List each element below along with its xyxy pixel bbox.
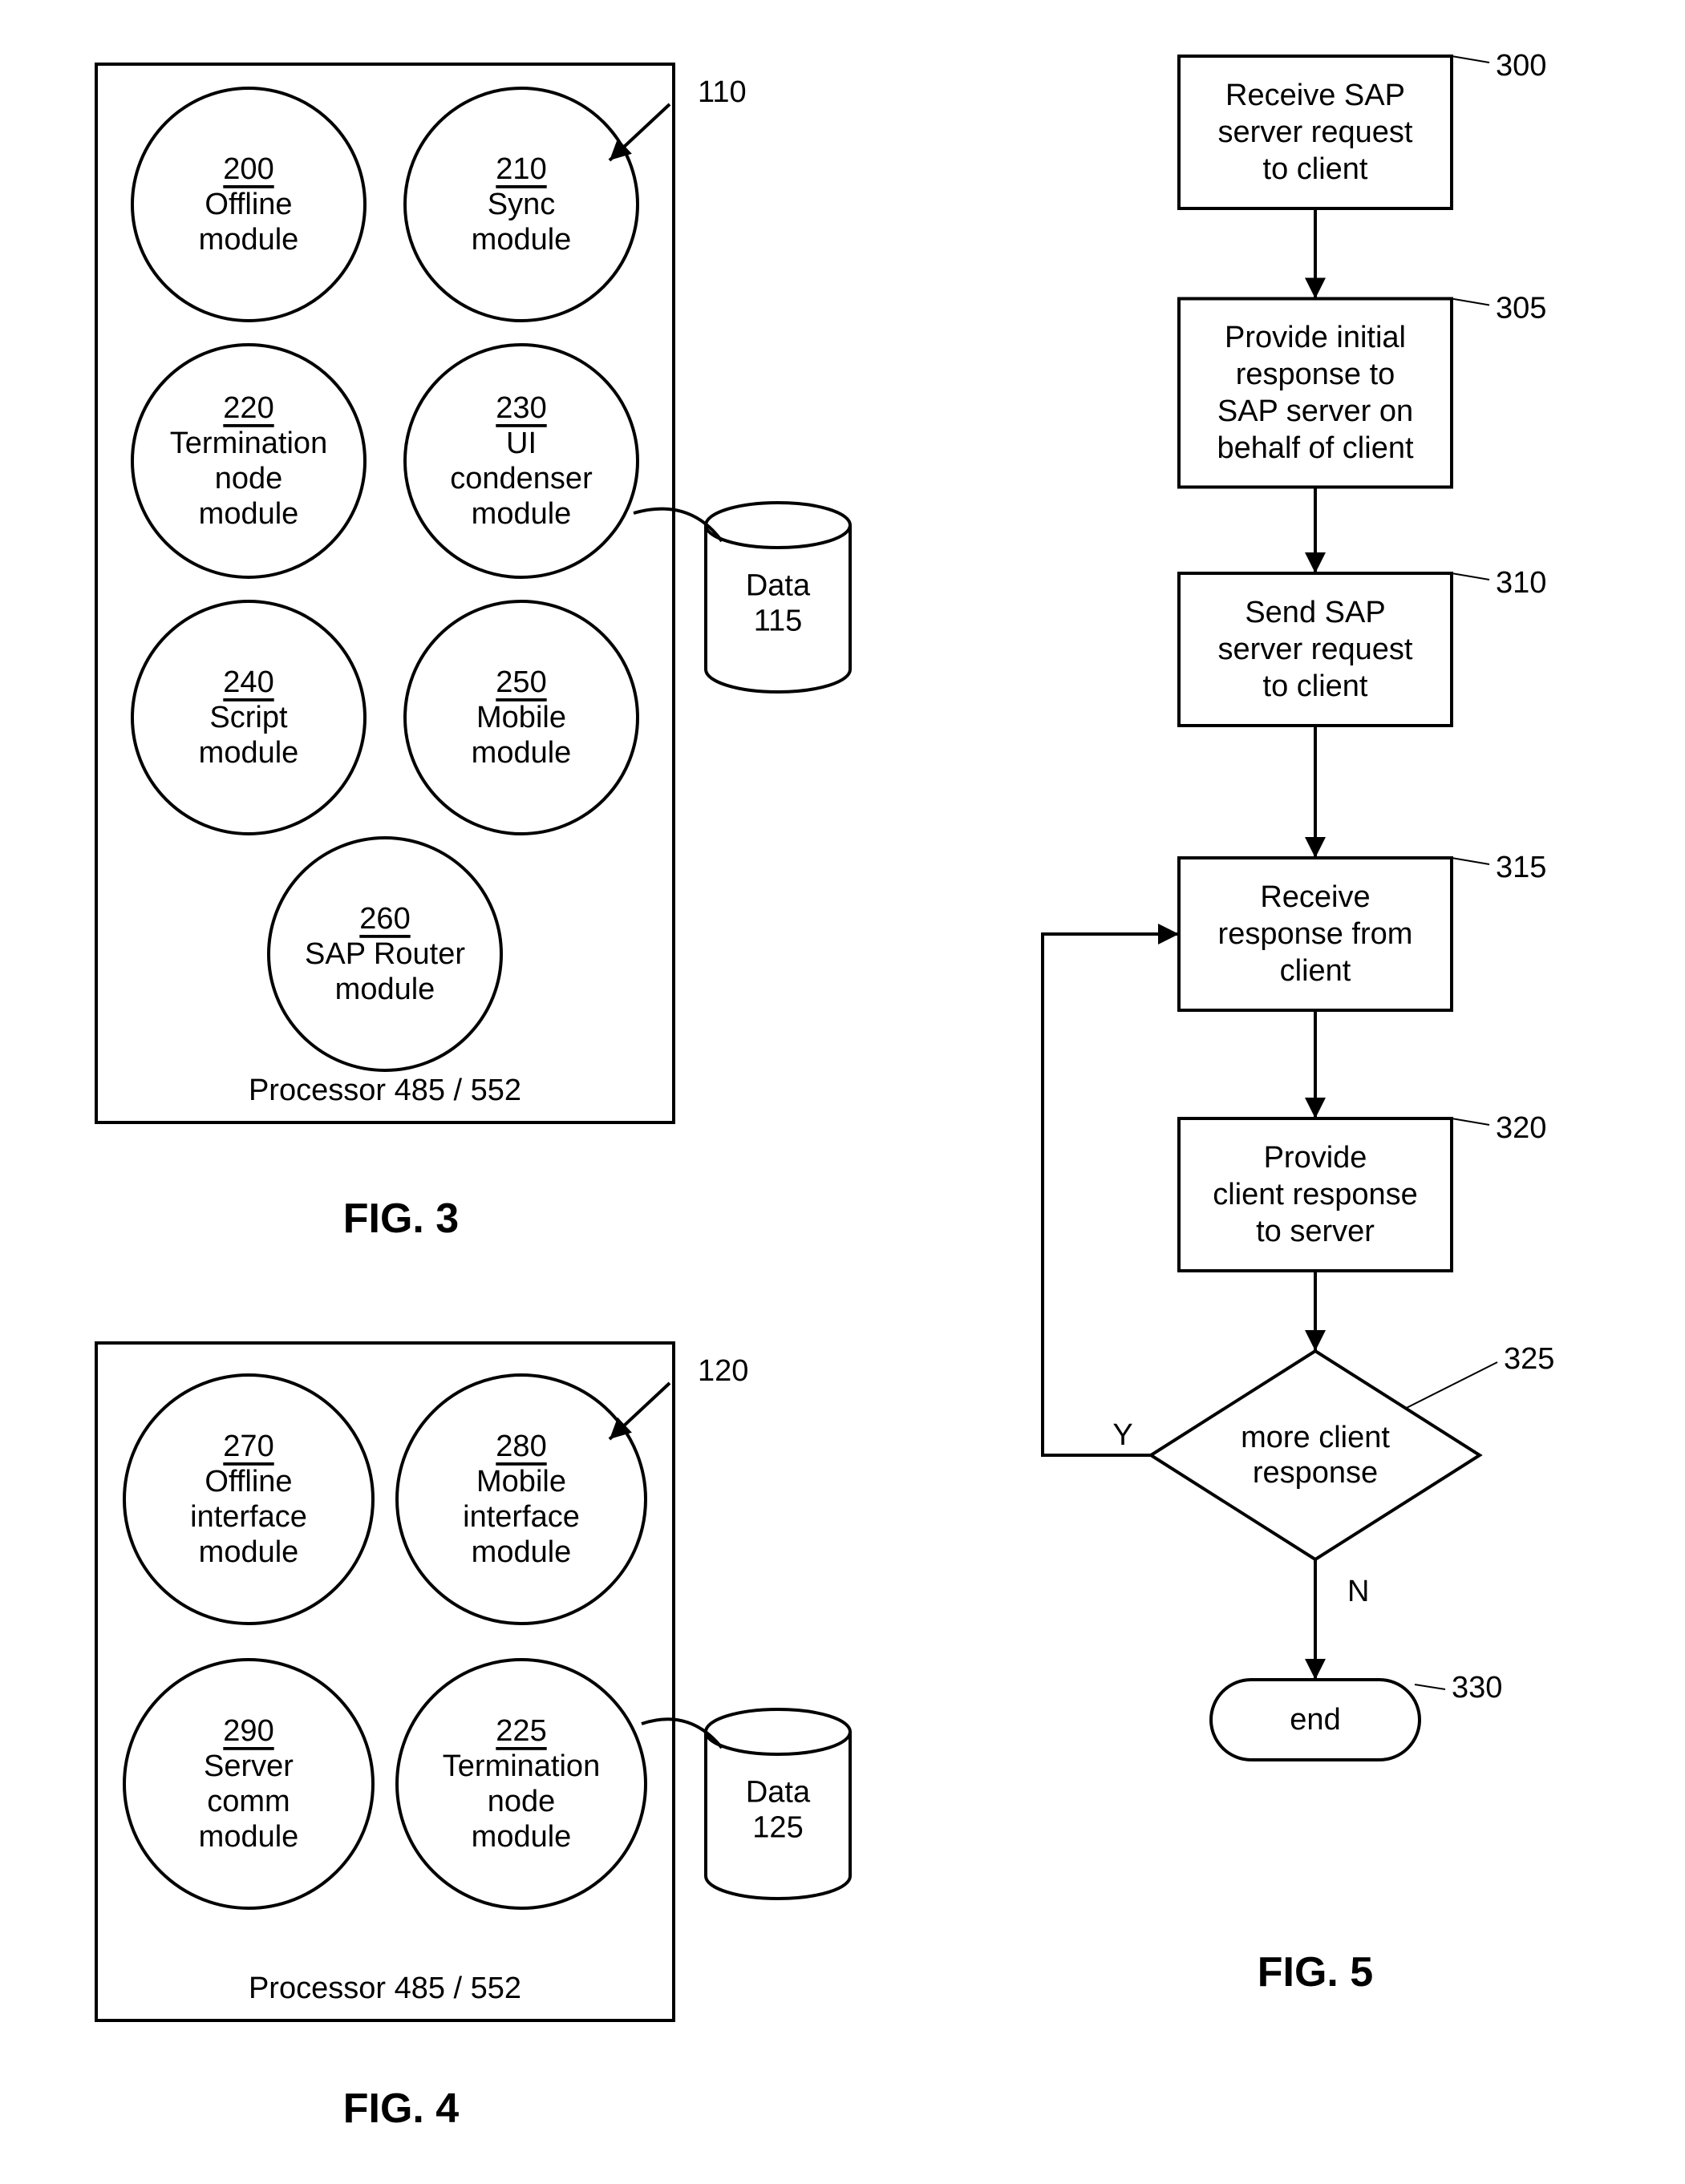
- svg-text:Mobile: Mobile: [476, 1465, 566, 1498]
- svg-text:module: module: [335, 973, 435, 1006]
- svg-text:220: 220: [223, 391, 273, 425]
- svg-text:240: 240: [223, 665, 273, 699]
- svg-text:client: client: [1280, 954, 1351, 988]
- svg-text:comm: comm: [207, 1785, 290, 1818]
- svg-text:200: 200: [223, 152, 273, 186]
- svg-text:Termination: Termination: [443, 1749, 600, 1783]
- svg-text:300: 300: [1496, 49, 1546, 83]
- svg-text:115: 115: [754, 605, 803, 638]
- svg-text:client response: client response: [1213, 1178, 1418, 1211]
- svg-text:Processor 485 / 552: Processor 485 / 552: [249, 1074, 521, 1107]
- svg-text:Processor 485 / 552: Processor 485 / 552: [249, 1972, 521, 2005]
- svg-text:Y: Y: [1112, 1418, 1132, 1452]
- svg-text:condenser: condenser: [450, 462, 593, 495]
- svg-text:Server: Server: [204, 1749, 294, 1783]
- svg-text:module: module: [472, 1820, 572, 1854]
- svg-text:110: 110: [698, 75, 747, 109]
- svg-text:250: 250: [496, 665, 546, 699]
- svg-text:behalf of client: behalf of client: [1217, 431, 1413, 465]
- svg-text:to server: to server: [1256, 1215, 1375, 1248]
- svg-text:Offline: Offline: [205, 188, 292, 221]
- svg-text:305: 305: [1496, 292, 1546, 326]
- svg-text:module: module: [199, 736, 299, 770]
- svg-text:260: 260: [359, 902, 410, 936]
- svg-text:node: node: [488, 1785, 556, 1818]
- svg-text:module: module: [472, 736, 572, 770]
- svg-text:Receive: Receive: [1260, 880, 1370, 914]
- svg-text:315: 315: [1496, 851, 1546, 884]
- svg-text:UI: UI: [506, 427, 537, 460]
- svg-text:280: 280: [496, 1430, 546, 1463]
- svg-text:module: module: [199, 1820, 299, 1854]
- svg-text:Send SAP: Send SAP: [1245, 596, 1385, 629]
- svg-text:270: 270: [223, 1430, 273, 1463]
- svg-text:response: response: [1253, 1456, 1378, 1490]
- svg-text:end: end: [1290, 1703, 1340, 1737]
- svg-text:320: 320: [1496, 1111, 1546, 1145]
- svg-text:interface: interface: [463, 1500, 580, 1534]
- svg-text:module: module: [199, 1535, 299, 1569]
- svg-text:interface: interface: [190, 1500, 307, 1534]
- module-circle: [132, 345, 365, 577]
- svg-text:module: module: [472, 497, 572, 531]
- svg-text:N: N: [1347, 1575, 1369, 1608]
- svg-text:Mobile: Mobile: [476, 701, 566, 734]
- svg-text:module: module: [199, 497, 299, 531]
- module-circle: [124, 1375, 373, 1624]
- svg-text:module: module: [199, 223, 299, 257]
- module-circle: [397, 1375, 646, 1624]
- flow-decision: [1151, 1351, 1480, 1559]
- svg-text:FIG. 3: FIG. 3: [343, 1195, 459, 1242]
- svg-text:response to: response to: [1236, 358, 1395, 391]
- svg-text:Receive SAP: Receive SAP: [1225, 79, 1405, 112]
- svg-text:Script: Script: [209, 701, 288, 734]
- svg-text:325: 325: [1504, 1342, 1554, 1376]
- svg-text:210: 210: [496, 152, 546, 186]
- diagram-page: Processor 485 / 552200Offlinemodule210Sy…: [0, 0, 1685, 2184]
- svg-text:FIG. 4: FIG. 4: [343, 2085, 460, 2132]
- svg-text:120: 120: [698, 1354, 748, 1388]
- svg-text:FIG. 5: FIG. 5: [1258, 1949, 1373, 1996]
- svg-text:to client: to client: [1263, 152, 1368, 186]
- diagram-svg: Processor 485 / 552200Offlinemodule210Sy…: [0, 0, 1685, 2184]
- svg-text:response from: response from: [1218, 917, 1413, 951]
- module-circle: [124, 1660, 373, 1908]
- svg-text:125: 125: [752, 1811, 803, 1845]
- svg-text:Provide initial: Provide initial: [1225, 321, 1406, 354]
- module-circle: [405, 345, 638, 577]
- svg-text:Provide: Provide: [1264, 1141, 1367, 1175]
- svg-text:SAP server on: SAP server on: [1217, 394, 1413, 428]
- svg-text:Data: Data: [746, 569, 811, 603]
- svg-text:SAP Router: SAP Router: [305, 937, 465, 971]
- svg-text:to client: to client: [1263, 669, 1368, 703]
- svg-text:Data: Data: [746, 1776, 811, 1810]
- svg-text:module: module: [472, 1535, 572, 1569]
- svg-text:Sync: Sync: [488, 188, 555, 221]
- svg-text:server request: server request: [1218, 115, 1413, 149]
- svg-text:server request: server request: [1218, 633, 1413, 666]
- svg-text:225: 225: [496, 1714, 546, 1748]
- svg-text:230: 230: [496, 391, 546, 425]
- svg-text:node: node: [215, 462, 283, 495]
- svg-text:Offline: Offline: [205, 1465, 292, 1498]
- module-circle: [397, 1660, 646, 1908]
- svg-text:310: 310: [1496, 566, 1546, 600]
- svg-text:more client: more client: [1241, 1421, 1390, 1454]
- svg-text:Termination: Termination: [170, 427, 327, 460]
- svg-text:290: 290: [223, 1714, 273, 1748]
- svg-text:module: module: [472, 223, 572, 257]
- svg-text:330: 330: [1452, 1671, 1502, 1705]
